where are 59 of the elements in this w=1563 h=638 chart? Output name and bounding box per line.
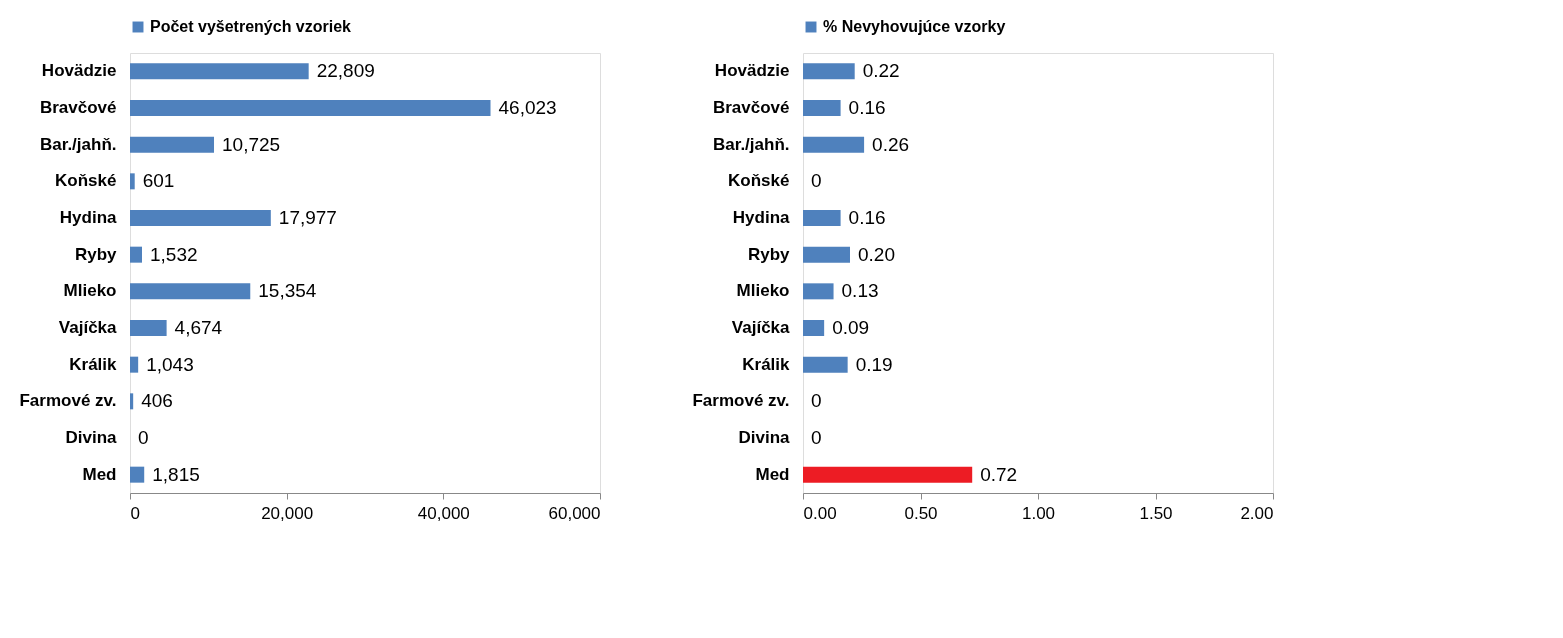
x-tick-label: 40,000 xyxy=(417,503,470,523)
data-label: 1,532 xyxy=(150,243,198,265)
data-label: 0 xyxy=(811,170,822,192)
data-label: 15,354 xyxy=(258,280,317,302)
data-label: 0.19 xyxy=(855,353,893,375)
data-label: 1,815 xyxy=(152,463,200,485)
x-tick-label: 0.00 xyxy=(803,503,837,523)
x-tick-label: 60,000 xyxy=(548,503,601,523)
data-label: 0 xyxy=(811,390,822,412)
x-tick-label: 1.00 xyxy=(1021,503,1056,523)
y-tick-label: Bar./jahň. xyxy=(712,134,790,154)
data-label: 1,043 xyxy=(146,353,194,375)
data-label: 0.13 xyxy=(841,280,879,302)
data-label: 0.16 xyxy=(848,207,886,228)
data-label: 4,674 xyxy=(174,317,223,338)
y-tick-label: Bravčové xyxy=(712,98,790,117)
y-tick-label: Ryby xyxy=(747,244,791,264)
y-tick-label: Bravčové xyxy=(39,98,117,117)
data-label: 0.09 xyxy=(832,317,870,338)
data-label: 0.20 xyxy=(858,243,895,265)
x-tick-label: 1.50 xyxy=(1139,503,1173,523)
legend-label: Počet vyšetrených vzoriek xyxy=(150,18,352,35)
y-tick-label: Koňské xyxy=(728,171,790,191)
y-tick-label: Hydina xyxy=(59,208,118,227)
y-tick-label: Hovädzie xyxy=(714,61,790,81)
x-tick-label: 0 xyxy=(130,503,140,523)
data-label: 0.26 xyxy=(872,133,910,155)
y-tick-label: Králik xyxy=(742,354,791,374)
y-tick-label: Ryby xyxy=(74,244,118,264)
x-tick-label: 2.00 xyxy=(1240,503,1274,523)
y-tick-label: Mlieko xyxy=(736,281,790,301)
data-label: 406 xyxy=(141,390,173,412)
y-tick-label: Vajíčka xyxy=(731,318,791,337)
y-tick-label: Bar./jahň. xyxy=(39,134,117,154)
data-label: 22,809 xyxy=(316,60,375,82)
data-label: 0 xyxy=(138,427,149,448)
legend-label: % Nevyhovujúce vzorky xyxy=(823,18,1006,35)
data-label: 0.16 xyxy=(848,97,886,118)
y-tick-label: Med xyxy=(755,464,790,484)
y-tick-label: Divina xyxy=(738,428,791,447)
x-tick-label: 20,000 xyxy=(261,503,314,523)
data-label: 0.22 xyxy=(862,60,900,82)
x-tick-label: 0.50 xyxy=(904,503,938,523)
data-label: 46,023 xyxy=(498,97,557,118)
y-tick-label: Med xyxy=(82,464,117,484)
data-label: 17,977 xyxy=(278,207,337,228)
y-tick-label: Králik xyxy=(69,354,118,374)
y-tick-label: Divina xyxy=(65,428,118,447)
data-label: 0.72 xyxy=(980,463,1018,485)
data-label: 0 xyxy=(811,427,822,448)
y-tick-label: Farmové zv. xyxy=(19,391,117,411)
y-tick-label: Hovädzie xyxy=(41,61,117,81)
y-tick-label: Vajíčka xyxy=(58,318,118,337)
data-label: 601 xyxy=(142,170,175,192)
y-tick-label: Farmové zv. xyxy=(692,391,790,411)
data-label: 10,725 xyxy=(222,133,281,155)
y-tick-label: Koňské xyxy=(55,171,117,191)
y-tick-label: Mlieko xyxy=(63,281,117,301)
y-tick-label: Hydina xyxy=(732,208,791,227)
